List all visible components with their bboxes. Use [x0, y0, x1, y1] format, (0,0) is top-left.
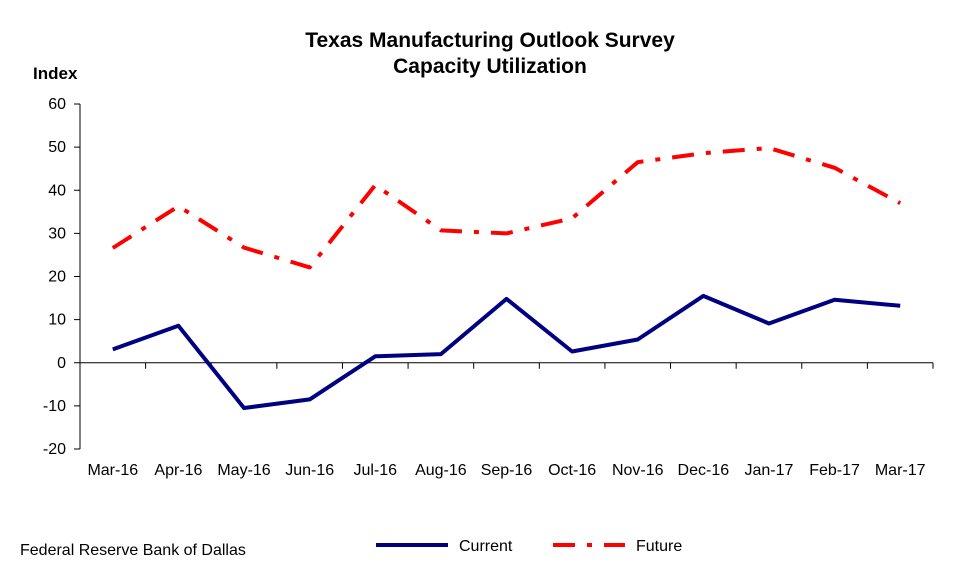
series-line-current — [112, 293, 901, 410]
x-tick-label: Oct-16 — [548, 462, 596, 479]
y-axis-label: Index — [33, 64, 78, 83]
y-tick-label: 40 — [48, 182, 66, 199]
y-tick-label: 50 — [48, 139, 66, 156]
x-tick-label: Mar-16 — [87, 462, 138, 479]
x-tick-label: Jun-16 — [285, 462, 334, 479]
y-tick-label: 30 — [48, 225, 66, 242]
x-tick-label: Dec-16 — [678, 462, 730, 479]
series-line-future — [111, 146, 902, 270]
y-tick-label: 0 — [57, 355, 66, 372]
y-tick-label: 10 — [48, 312, 66, 329]
legend-label-current: Current — [459, 538, 513, 555]
x-tick-label: May-16 — [217, 462, 270, 479]
x-tick-label: Mar-17 — [875, 462, 926, 479]
x-tick-label: Jan-17 — [745, 462, 794, 479]
x-tick-label: Nov-16 — [612, 462, 664, 479]
x-tick-label: Jul-16 — [353, 462, 397, 479]
source-note: Federal Reserve Bank of Dallas — [20, 542, 246, 559]
legend-label-future: Future — [636, 538, 682, 555]
y-tick-label: 20 — [48, 269, 66, 286]
y-tick-label: 60 — [48, 96, 66, 113]
x-tick-label: Aug-16 — [415, 462, 467, 479]
y-tick-label: -20 — [43, 441, 66, 458]
y-tick-label: -10 — [43, 398, 66, 415]
x-tick-label: Apr-16 — [154, 462, 202, 479]
chart-subtitle: Capacity Utilization — [393, 55, 587, 78]
chart-title: Texas Manufacturing Outlook Survey — [305, 29, 675, 52]
x-tick-label: Feb-17 — [809, 462, 860, 479]
x-tick-label: Sep-16 — [481, 462, 533, 479]
